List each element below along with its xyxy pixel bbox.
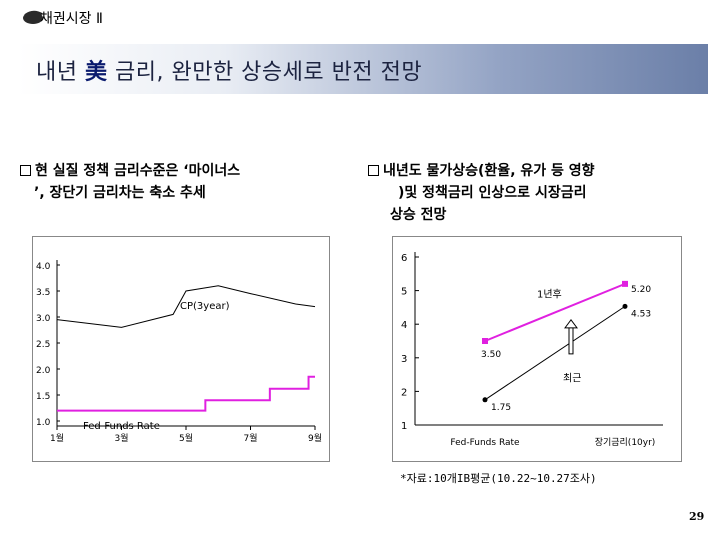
y-tick-label: 3 bbox=[401, 354, 407, 365]
right-chart-frame: 6 5 4 3 2 1 Fed-Funds Rate 장기금리(10yr) 3.50 5.20 1년… bbox=[392, 236, 682, 462]
right-bullet-line3: 상승 전망 bbox=[390, 207, 447, 223]
section-label: 채권시장 Ⅱ bbox=[40, 11, 103, 27]
left-chart: 4.0 3.5 3.0 2.5 2.0 1.5 1.0 1월 3월 5월 7월 9월 CP(3year)… bbox=[36, 260, 322, 444]
recent-series-line bbox=[484, 305, 626, 401]
y-tick-label: 2.0 bbox=[36, 366, 51, 376]
y-tick-label: 1.0 bbox=[36, 418, 51, 428]
cp-series-line bbox=[56, 285, 316, 328]
title-highlight: 美 bbox=[84, 60, 108, 85]
y-tick-label: 2 bbox=[401, 387, 407, 398]
recent-series-label: 최근 bbox=[563, 372, 581, 384]
recent-point bbox=[622, 303, 628, 309]
checkbox-bullet-icon bbox=[368, 165, 379, 176]
checkbox-bullet-icon bbox=[20, 165, 31, 176]
left-bullet-line1: 현 실질 정책 금리수준은 ‘마이너스 bbox=[35, 163, 241, 179]
x-tick-label: 3월 bbox=[114, 432, 128, 444]
left-bullet: 현 실질 정책 금리수준은 ‘마이너스 ’, 장단기 금리차는 축소 추세 bbox=[20, 160, 370, 204]
one-year-value-label: 5.20 bbox=[631, 285, 651, 295]
x-tick-label: Fed-Funds Rate bbox=[450, 438, 520, 448]
source-note: *자료:10개IB평균(10.22~10.27조사) bbox=[400, 472, 597, 485]
y-tick-label: 5 bbox=[401, 287, 407, 298]
up-arrow-head-icon bbox=[564, 319, 578, 329]
title-prefix: 내년 bbox=[36, 60, 85, 85]
y-tick-label: 3.0 bbox=[36, 314, 51, 324]
y-tick-label: 6 bbox=[401, 253, 407, 264]
recent-point bbox=[482, 397, 488, 403]
up-arrow-icon bbox=[568, 325, 574, 355]
y-tick-label: 4 bbox=[401, 320, 407, 331]
y-tick-label: 2.5 bbox=[36, 340, 50, 350]
page-title: 내년 美 금리, 완만한 상승세로 반전 전망 bbox=[36, 54, 422, 86]
right-chart: 6 5 4 3 2 1 Fed-Funds Rate 장기금리(10yr) 3.50 5.20 1년… bbox=[401, 252, 663, 448]
x-tick-label: 9월 bbox=[308, 432, 322, 444]
one-year-point bbox=[482, 338, 488, 344]
fed-funds-series-label: Fed-Funds Rate bbox=[83, 421, 160, 432]
right-bullet-line2: )및 정책금리 인상으로 시장금리 bbox=[398, 185, 587, 201]
x-tick-label: 7월 bbox=[243, 432, 257, 444]
one-year-value-label: 3.50 bbox=[481, 350, 501, 360]
fed-funds-series-line bbox=[57, 375, 315, 412]
left-chart-frame: 4.0 3.5 3.0 2.5 2.0 1.5 1.0 1월 3월 5월 7월 9월 CP(3year)… bbox=[32, 236, 330, 462]
x-tick-label: 5월 bbox=[179, 432, 193, 444]
one-year-series-line bbox=[484, 282, 626, 342]
y-tick-label: 1.5 bbox=[36, 392, 50, 402]
y-tick-label: 3.5 bbox=[36, 288, 50, 298]
y-tick-label: 1 bbox=[401, 421, 407, 432]
one-year-series-label: 1년후 bbox=[537, 288, 562, 300]
title-bar bbox=[18, 44, 708, 94]
title-suffix: 금리, 완만한 상승세로 반전 전망 bbox=[107, 60, 423, 85]
recent-value-label: 4.53 bbox=[631, 309, 651, 319]
x-tick-label: 1월 bbox=[50, 432, 64, 444]
cp-series-label: CP(3year) bbox=[180, 301, 230, 312]
x-tick-label: 장기금리(10yr) bbox=[595, 437, 656, 448]
left-bullet-line2: ’, 장단기 금리차는 축소 추세 bbox=[34, 185, 206, 201]
recent-value-label: 1.75 bbox=[491, 403, 511, 413]
right-bullet: 내년도 물가상승(환율, 유가 등 영향 )및 정책금리 인상으로 시장금리 상… bbox=[368, 160, 713, 226]
y-tick-label: 4.0 bbox=[36, 262, 51, 272]
right-bullet-line1: 내년도 물가상승(환율, 유가 등 영향 bbox=[383, 163, 595, 179]
page-number: 29 bbox=[689, 510, 705, 523]
logo-icon bbox=[23, 10, 43, 24]
one-year-point bbox=[622, 280, 628, 287]
